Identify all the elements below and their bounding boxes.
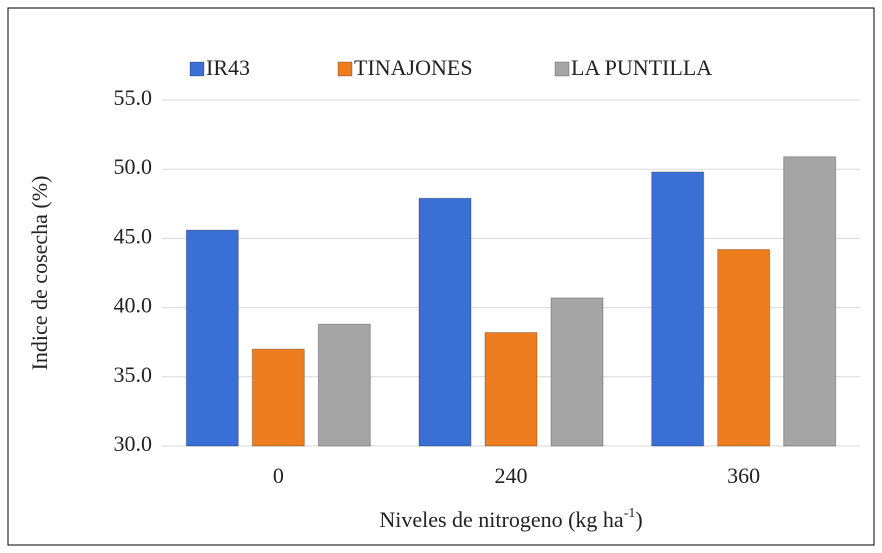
x-tick-label: 240 <box>495 463 528 488</box>
bar <box>418 197 472 447</box>
x-tick-label: 360 <box>727 463 760 488</box>
y-tick-label: 45.0 <box>114 223 153 248</box>
y-axis-label: Indice de cosecha (%) <box>27 176 52 371</box>
bar <box>550 297 604 447</box>
legend-swatch <box>337 61 353 77</box>
legend-label: IR43 <box>206 55 250 80</box>
bar <box>317 323 371 447</box>
y-tick-label: 50.0 <box>114 154 153 179</box>
bar <box>185 229 239 447</box>
bar <box>251 348 305 447</box>
legend-label: TINAJONES <box>354 55 473 80</box>
y-tick-label: 40.0 <box>114 293 153 318</box>
bar <box>651 171 705 447</box>
x-axis-label-end: ) <box>635 507 642 532</box>
y-tick-label: 55.0 <box>114 85 153 110</box>
x-axis-label-text: Niveles de nitrogeno (kg ha <box>379 507 624 532</box>
bar <box>717 248 771 447</box>
x-axis-label-sup: -1 <box>624 506 636 521</box>
y-tick-label: 30.0 <box>114 431 153 456</box>
legend-label: LA PUNTILLA <box>571 55 712 80</box>
legend-swatch <box>189 61 205 77</box>
x-tick-label: 0 <box>273 463 284 488</box>
legend-swatch <box>554 61 570 77</box>
x-axis-label: Niveles de nitrogeno (kg ha-1) <box>379 506 642 532</box>
y-tick-label: 35.0 <box>114 362 153 387</box>
bar <box>484 332 538 447</box>
bar <box>783 156 837 447</box>
